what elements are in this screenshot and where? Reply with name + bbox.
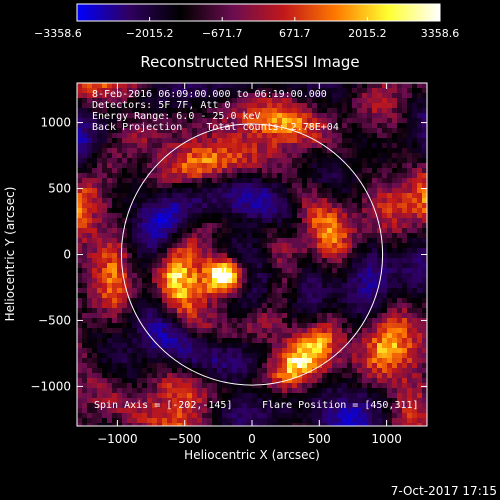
spin-axis-label: Spin Axis = [-202,-145]	[94, 400, 232, 411]
spin-axis-marker	[218, 267, 231, 280]
y-tick-label: −500	[38, 313, 71, 327]
annotation-time-range: 8-Feb-2016 06:09:00.000 to 06:19:00.000	[92, 89, 327, 100]
y-axis-label: Heliocentric Y (arcsec)	[3, 187, 17, 322]
y-tick-label: 1000	[40, 116, 71, 130]
colorbar-tick-label: −671.7	[202, 27, 243, 40]
colorbar-tick-label: −2015.2	[126, 27, 174, 40]
solar-disk-circle	[120, 123, 384, 386]
annotation-detectors: Detectors: 5F 7F, Att 0	[92, 100, 230, 111]
annotation-method-counts: Back Projection Total counts: 2.78E+04	[92, 122, 339, 133]
colorbar-tick-label: 2015.2	[348, 27, 387, 40]
chart-title: Reconstructed RHESSI Image	[140, 53, 359, 71]
x-tick-label: −1000	[97, 432, 138, 446]
y-tick-label: 500	[48, 182, 71, 196]
y-tick-label: 0	[63, 248, 71, 262]
colorbar-tick-label: −3358.6	[34, 27, 82, 40]
flare-position-label: Flare Position = [450,311]	[262, 400, 419, 411]
colorbar-tick-label: 3358.6	[421, 27, 460, 40]
x-tick-label: 1000	[371, 432, 402, 446]
colorbar	[76, 3, 441, 22]
x-tick-label: 500	[308, 432, 331, 446]
x-tick-label: −500	[168, 432, 201, 446]
x-tick-label: 0	[248, 432, 256, 446]
y-tick-label: −1000	[30, 379, 71, 393]
plot-area	[76, 82, 428, 427]
y-axis-ticks: −1000 −500 0 500 1000	[30, 116, 427, 393]
x-axis-label: Heliocentric X (arcsec)	[184, 448, 320, 462]
annotation-energy-range: Energy Range: 6.0 - 25.0 keV	[92, 111, 261, 122]
colorbar-tick-label: 671.7	[279, 27, 311, 40]
colorbar-ticks: −3358.6 −2015.2 −671.7 671.7 2015.2 3358.6	[34, 17, 459, 40]
annotation-block: 8-Feb-2016 06:09:00.000 to 06:19:00.000 …	[92, 89, 339, 133]
x-axis-ticks: −1000 −500 0 500 1000	[97, 83, 402, 446]
timestamp: 7-Oct-2017 17:15	[391, 484, 497, 498]
heatmap-cells	[77, 83, 427, 426]
